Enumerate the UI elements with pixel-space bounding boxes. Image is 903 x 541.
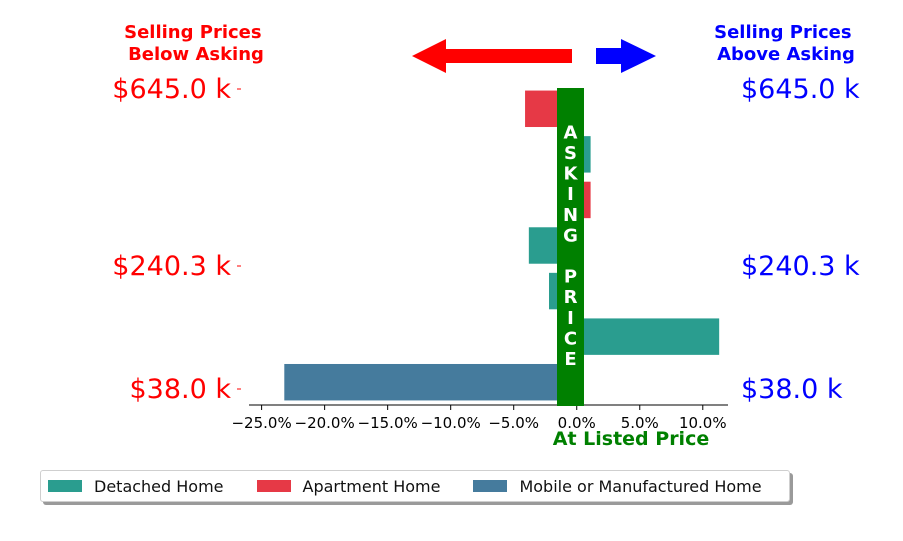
x-axis: −25.0% −20.0% −15.0% −10.0% −5.0% 0.0% 5.0% 10.… <box>231 404 728 432</box>
y-tick-label-right: $38.0 k <box>741 374 843 405</box>
asking-price-letter: A <box>564 122 578 143</box>
x-tick-label: 10.0% <box>679 414 727 432</box>
legend-item: Apartment Home <box>256 476 441 496</box>
x-tick-label: 5.0% <box>621 414 659 432</box>
x-tick-label: 0.0% <box>558 414 596 432</box>
x-tick-label: −25.0% <box>231 414 291 432</box>
asking-price-letter: I <box>567 308 574 329</box>
asking-price-band <box>557 88 584 406</box>
x-axis-label: At Listed Price <box>553 428 709 450</box>
legend-item: Mobile or Manufactured Home <box>473 476 762 496</box>
bar-5 <box>576 318 720 355</box>
asking-price-letter: I <box>567 184 574 205</box>
asking-price-letter: N <box>563 205 578 226</box>
legend-swatch <box>48 480 82 492</box>
asking-price-letter: G <box>563 225 578 246</box>
legend-label: Mobile or Manufactured Home <box>519 476 762 496</box>
x-tick-label: −20.0% <box>295 414 355 432</box>
x-tick-label: −10.0% <box>421 414 481 432</box>
bar-6 <box>284 363 577 401</box>
legend-label: Apartment Home <box>302 476 441 496</box>
asking-price-letter: K <box>564 164 579 185</box>
legend-swatch <box>256 480 291 492</box>
asking-price-letter: S <box>564 143 577 164</box>
asking-price-letter: E <box>564 349 576 370</box>
asking-price-letter: R <box>564 287 578 308</box>
y-tick-label-left: $645.0 k <box>112 74 231 105</box>
y-tick-label-left: $38.0 k <box>129 374 231 405</box>
y-axis-labels: $645.0 k $645.0 k $240.3 k $240.3 k $38.0 k $… <box>112 74 860 405</box>
legend-label: Detached Home <box>94 476 224 496</box>
y-tick-label-right: $645.0 k <box>741 74 860 105</box>
y-tick-label-right: $240.3 k <box>741 251 860 282</box>
asking-price-letter: P <box>564 267 577 288</box>
asking-price-letter: C <box>564 328 577 349</box>
left-arrow-icon <box>412 39 572 73</box>
left-title: Selling Prices Below Asking <box>124 22 268 65</box>
bars-layer <box>284 90 720 401</box>
legend-item: Detached Home <box>48 477 224 496</box>
right-title: Selling Prices Above Asking <box>714 22 858 65</box>
legend-swatch <box>473 480 508 492</box>
y-tick-label-left: $240.3 k <box>112 251 231 282</box>
right-arrow-icon <box>596 39 656 73</box>
legend: Detached Home Apartment Home Mobile or Man… <box>40 470 790 502</box>
x-tick-label: −15.0% <box>358 414 418 432</box>
x-tick-label: −5.0% <box>488 414 539 432</box>
